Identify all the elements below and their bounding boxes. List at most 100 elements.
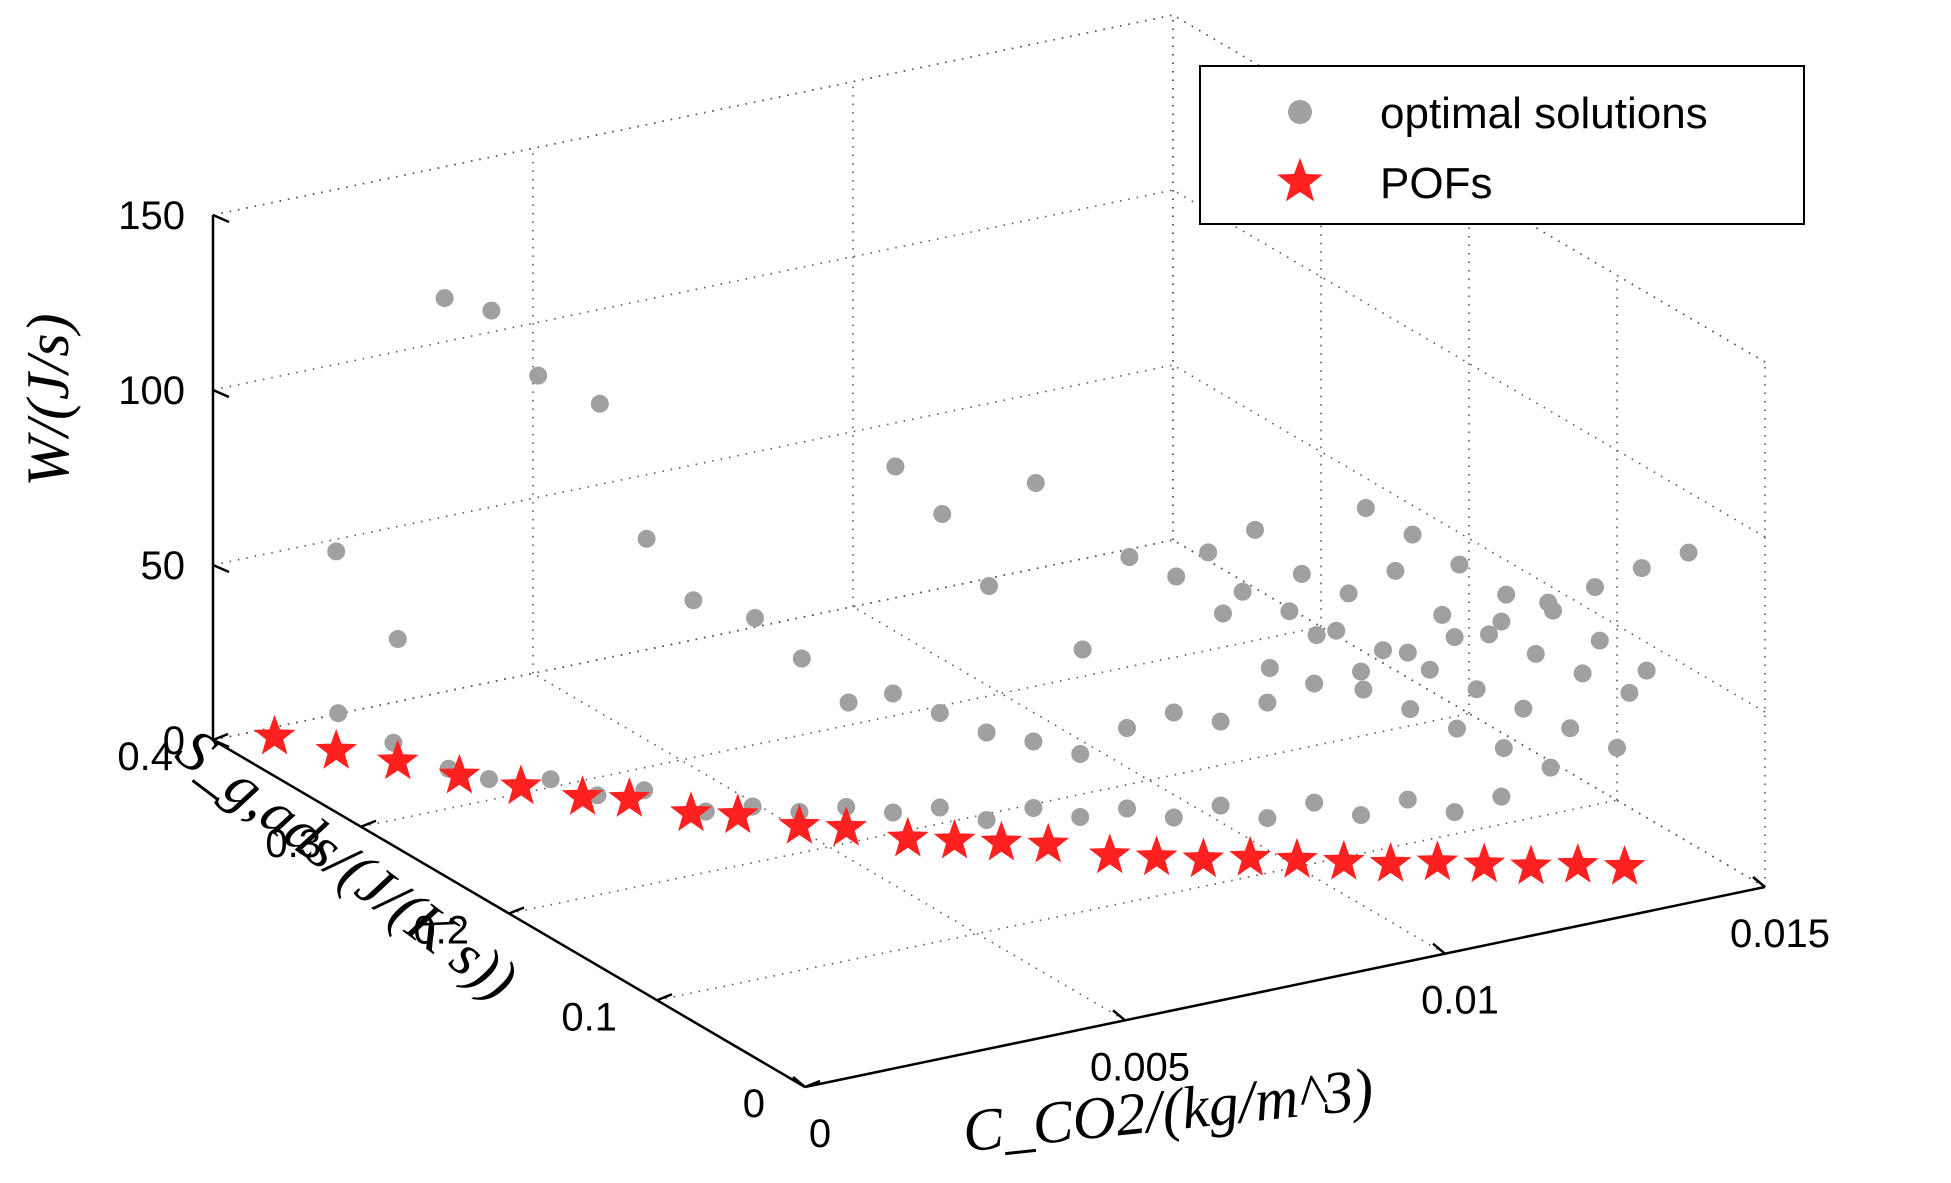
optimal-solution-point — [1679, 543, 1698, 562]
optimal-solution-point — [1258, 693, 1277, 712]
pof-point — [886, 816, 929, 857]
optimal-solution-point — [1590, 631, 1609, 650]
grid-floor-y — [360, 625, 1322, 828]
optimal-solution-point — [1211, 712, 1230, 731]
data-points — [253, 289, 1698, 885]
optimal-solution-point — [1608, 738, 1626, 757]
pof-point — [1027, 822, 1070, 863]
pof-point — [1463, 842, 1506, 883]
pof-point — [1182, 837, 1225, 878]
y-tick — [804, 1079, 821, 1089]
pof-point — [376, 739, 419, 780]
optimal-solution-point — [1497, 585, 1516, 604]
x-tick-label: 0 — [809, 1112, 831, 1156]
optimal-solution-point — [482, 301, 501, 320]
grid-side-z — [1172, 364, 1766, 713]
optimal-solution-point — [1573, 664, 1592, 683]
y-tick — [656, 993, 673, 1002]
z-tick — [212, 388, 230, 399]
pof-point — [1510, 844, 1552, 885]
optimal-solution-point — [977, 811, 996, 829]
optimal-solution-point — [529, 366, 548, 385]
optimal-solution-point — [637, 529, 656, 548]
y-axis-label: S_g,ads/(J/(K s)) — [165, 715, 529, 1012]
optimal-solution-point — [1398, 643, 1417, 662]
x-tick — [1432, 942, 1446, 955]
optimal-solution-point — [1026, 474, 1045, 492]
pof-point — [253, 714, 296, 755]
pof-point — [608, 777, 651, 817]
optimal-solution-point — [1445, 628, 1464, 647]
optimal-solution-point — [1354, 680, 1373, 699]
optimal-solution-point — [1024, 732, 1043, 751]
optimal-solution-point — [1292, 564, 1311, 583]
optimal-solution-point — [1305, 674, 1324, 693]
pof-point — [716, 793, 759, 834]
optimal-solution-point — [1514, 699, 1533, 718]
optimal-solution-point — [1307, 626, 1326, 645]
x-tick-label: 0.005 — [1090, 1045, 1190, 1089]
grid-floor-y — [656, 799, 1618, 1002]
optimal-solution-point — [1352, 662, 1370, 681]
pof-point — [1416, 840, 1459, 881]
z-tick — [212, 563, 230, 574]
optimal-solution-point — [1492, 787, 1511, 806]
pof-point — [980, 820, 1023, 861]
optimal-solution-point — [884, 803, 902, 822]
y-tick — [360, 819, 377, 828]
optimal-solution-point — [1398, 790, 1417, 809]
y-tick-label: 0.2 — [413, 909, 469, 953]
z-tick-label: 50 — [141, 544, 186, 588]
pof-point — [825, 806, 868, 846]
optimal-solution-point — [1352, 806, 1370, 825]
legend-entry-pof: POFs — [1380, 159, 1492, 208]
pof-point — [1135, 835, 1178, 876]
optimal-solution-point — [1561, 719, 1580, 738]
optimal-solution-point — [1374, 641, 1392, 660]
optimal-solution-point — [1401, 700, 1420, 719]
optimal-solution-point — [480, 770, 498, 789]
optimal-solution-point — [1632, 559, 1651, 578]
optimal-solution-point — [541, 770, 560, 789]
pof-point — [1229, 835, 1272, 876]
grid-floor-x — [532, 672, 1126, 1022]
optimal-solution-point — [930, 798, 949, 817]
optimal-solution-point — [1118, 719, 1136, 737]
grid-floor-x — [852, 605, 1446, 955]
optimal-solution-point — [590, 394, 609, 413]
grid-back-z — [212, 189, 1174, 391]
optimal-solution-point — [930, 704, 949, 722]
optimal-solution-point — [1586, 578, 1604, 597]
pof-point — [1556, 843, 1599, 883]
z-tick — [212, 738, 230, 749]
optimal-solution-point — [1327, 621, 1346, 640]
optimal-solution-point — [1073, 640, 1092, 659]
optimal-solution-point — [1445, 803, 1464, 822]
optimal-solution-point — [1356, 499, 1375, 517]
z-tick-label: 100 — [118, 369, 185, 413]
legend: optimal solutions POFs — [1199, 65, 1805, 225]
optimal-solution-point — [980, 577, 998, 595]
optimal-solution-point — [1246, 520, 1264, 539]
z-axis-label: W/(J/s) — [15, 313, 81, 486]
optimal-solution-point — [1420, 660, 1439, 679]
optimal-solution-point — [884, 684, 902, 703]
optimal-solution-point — [1120, 548, 1139, 566]
pof-point — [1369, 841, 1412, 882]
z-tick — [212, 213, 230, 224]
pof-point — [670, 791, 712, 832]
pof-point — [778, 804, 821, 844]
optimal-solution-point — [1544, 601, 1562, 620]
optimal-solution-point — [1403, 525, 1422, 544]
optimal-solution-point — [1494, 739, 1513, 758]
optimal-solution-point — [329, 704, 348, 723]
y-tick — [508, 906, 525, 915]
x-tick-label: 0.015 — [1730, 912, 1830, 956]
x-tick-label: 0.01 — [1421, 979, 1499, 1023]
optimal-solution-point — [1280, 602, 1299, 621]
pof-point — [1603, 845, 1646, 885]
optimal-solution-point — [1620, 683, 1639, 702]
grid-back-z — [212, 539, 1174, 741]
